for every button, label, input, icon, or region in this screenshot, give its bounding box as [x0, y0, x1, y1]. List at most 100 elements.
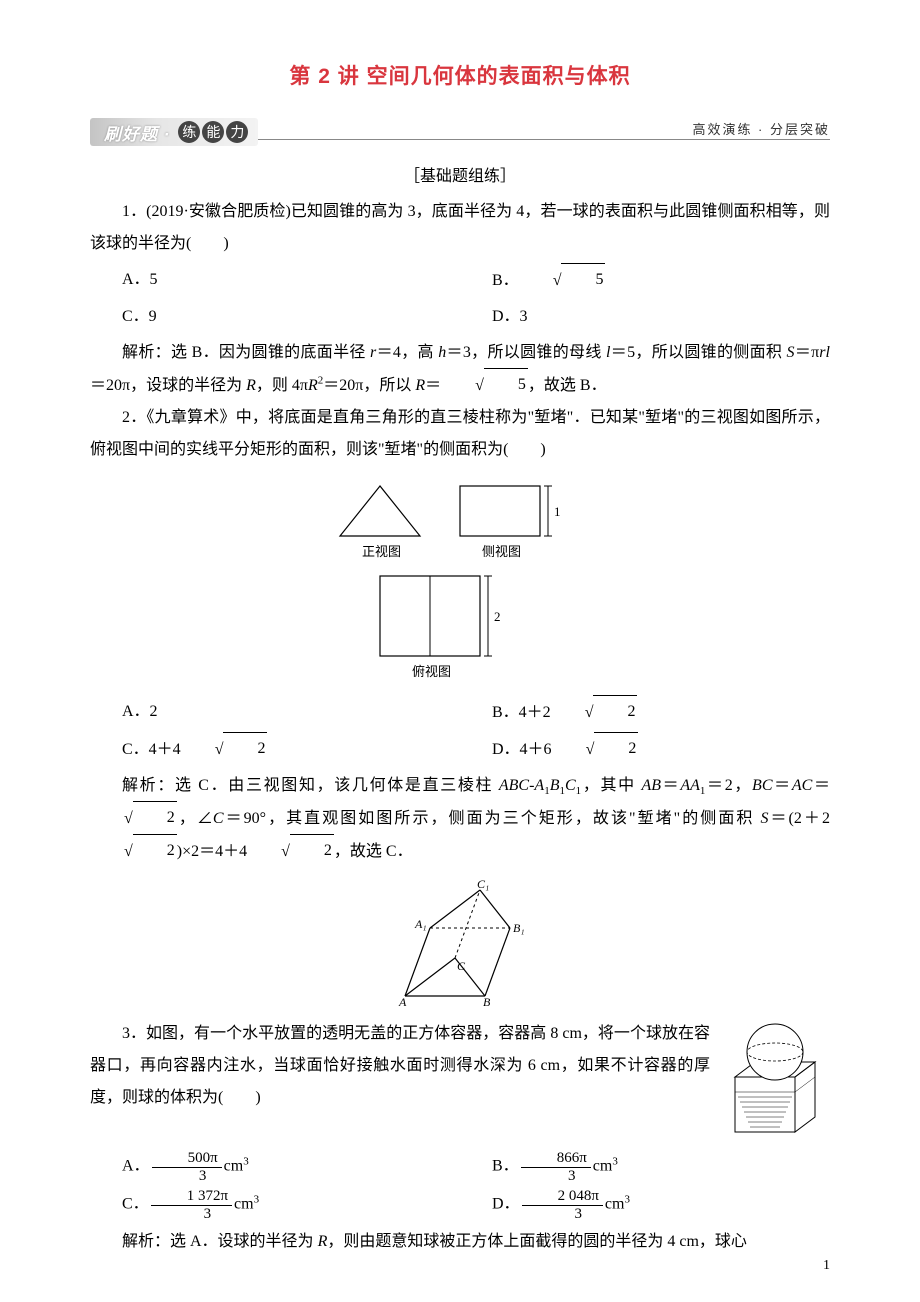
sup-3: 3: [624, 1194, 630, 1206]
banner-badge: 练 能 力: [176, 121, 248, 143]
q1-optB-prefix: B．: [492, 272, 519, 289]
sqrt2: 2: [223, 732, 267, 765]
var-l: l: [826, 344, 830, 361]
var: C: [565, 777, 576, 794]
q2-optB: B．4＋22: [460, 696, 830, 729]
num: 1 372π: [151, 1188, 232, 1206]
label-front: 正视图: [362, 544, 401, 559]
banner-left: 刷好题 · 练 能 力: [90, 118, 258, 146]
sqrt2: 2: [594, 732, 638, 765]
svg-text:C₁: C₁: [477, 878, 489, 891]
frac: 2 048π3: [522, 1188, 603, 1222]
t: ＝2，: [705, 777, 752, 794]
t: ＝(2＋2: [768, 810, 830, 827]
q2-optD-prefix: D．4＋6: [492, 741, 552, 758]
q1-optA: A．5: [90, 264, 460, 297]
banner-right: 高效演练 · 分层突破: [692, 119, 830, 138]
sqrt-icon: 2: [90, 802, 177, 835]
sup-3: 3: [254, 1194, 260, 1206]
sqrt-icon: 5: [441, 369, 528, 402]
svg-text:A₁: A₁: [414, 917, 427, 931]
sqrt2: 2: [290, 834, 334, 867]
num: 866π: [521, 1150, 591, 1168]
var: A: [534, 777, 544, 794]
var-R: R: [415, 377, 425, 394]
sup-3: 3: [612, 1156, 618, 1168]
sup-3: 3: [243, 1156, 249, 1168]
q3-optD: D．2 048π3cm3: [460, 1188, 830, 1222]
sqrt-icon: 2: [247, 835, 334, 868]
sqrt2: 2: [133, 834, 177, 867]
banner-left-text: 刷好题 ·: [104, 120, 170, 145]
frac: 1 372π3: [151, 1188, 232, 1222]
t: ，则 4π: [256, 377, 308, 394]
var-R: R: [246, 377, 256, 394]
q2-stem: 2．《九章算术》中，将底面是直角三角形的直三棱柱称为"堑堵"．已知某"堑堵"的三…: [90, 402, 830, 466]
t: ，则由题意知球被正方体上面截得的圆的半径为 4 cm，球心: [327, 1233, 747, 1250]
q1-solution: 解析：选 B．因为圆锥的底面半径 r＝4，高 h＝3，所以圆锥的母线 l＝5，所…: [90, 337, 830, 402]
frac: 866π3: [521, 1150, 591, 1184]
q3-optA: A．500π3cm3: [90, 1150, 460, 1184]
t: ＝4，高: [376, 344, 438, 361]
q1-optB-val: 5: [561, 263, 605, 296]
q3-solution: 解析：选 A．设球的半径为 R，则由题意知球被正方体上面截得的圆的半径为 4 c…: [90, 1226, 830, 1258]
var-R: R: [318, 1233, 328, 1250]
t: 解析：选 A．设球的半径为: [122, 1233, 318, 1250]
page-title: 第 2 讲 空间几何体的表面积与体积: [90, 60, 830, 90]
t: ＝90°，其直观图如图所示，侧面为三个矩形，故该"堑堵"的侧面积: [224, 810, 761, 827]
badge-char-2: 能: [202, 121, 224, 143]
q2-optB-prefix: B．4＋2: [492, 704, 551, 721]
cube-sphere-svg: [720, 1022, 830, 1142]
q1-options-row2: C．9 D．3: [90, 301, 830, 333]
page-number: 1: [823, 1258, 830, 1274]
den: 3: [521, 1168, 591, 1185]
var-S: S: [787, 344, 795, 361]
num: 2 048π: [522, 1188, 603, 1206]
sqrt-icon: 2: [552, 733, 639, 766]
den: 3: [152, 1168, 222, 1185]
q1-optD: D．3: [460, 301, 830, 333]
t: )×2＝4＋4: [177, 843, 247, 860]
num: 500π: [152, 1150, 222, 1168]
banner: 刷好题 · 练 能 力 高效演练 · 分层突破: [90, 118, 830, 148]
q3-options-row1: A．500π3cm3 B．866π3cm3: [90, 1150, 830, 1184]
prism-svg: A B C A₁ B₁ C₁: [375, 878, 545, 1008]
q1-optC: C．9: [90, 301, 460, 333]
t: ＝20π，设球的半径为: [90, 377, 246, 394]
t: ，∠: [177, 810, 213, 827]
var: BC: [752, 777, 772, 794]
q3-block: 3．如图，有一个水平放置的透明无盖的正方体容器，容器高 8 cm，将一个球放在容…: [90, 1018, 830, 1146]
t: ，故选 B．: [528, 377, 607, 394]
q2-three-views: 1 正视图 侧视图 2 俯视图: [90, 476, 830, 686]
q2-prism-figure: A B C A₁ B₁ C₁: [90, 878, 830, 1008]
three-view-svg: 1 正视图 侧视图 2 俯视图: [320, 476, 600, 686]
var: AB: [641, 777, 661, 794]
var: AA: [680, 777, 700, 794]
svg-text:2: 2: [494, 609, 501, 624]
unit: cm: [234, 1196, 254, 1213]
t: ＝π: [795, 344, 820, 361]
t: ＝20π，所以: [323, 377, 415, 394]
t: ＝: [812, 777, 830, 794]
svg-text:C: C: [457, 959, 466, 973]
badge-char-3: 力: [226, 121, 248, 143]
var: AC: [792, 777, 812, 794]
t: ，故选 C．: [334, 843, 413, 860]
var-h: h: [438, 344, 446, 361]
label-side: 侧视图: [482, 544, 521, 559]
den: 3: [522, 1206, 603, 1223]
svg-text:B₁: B₁: [513, 921, 525, 935]
sqrt2: 2: [133, 801, 177, 834]
svg-text:1: 1: [554, 504, 561, 519]
t: 解析：选 B．因为圆锥的底面半径: [122, 344, 370, 361]
q2-optC-prefix: C．4＋4: [122, 741, 181, 758]
t: 解析：选 C．由三视图知，该几何体是直三棱柱: [122, 777, 499, 794]
t: ＝3，所以圆锥的母线: [446, 344, 606, 361]
q2-optA: A．2: [90, 696, 460, 729]
unit: cm: [224, 1158, 244, 1175]
q1-optB: B． 5: [460, 264, 830, 297]
unit: cm: [593, 1158, 613, 1175]
t: ＝: [425, 377, 441, 394]
q3-stem: 3．如图，有一个水平放置的透明无盖的正方体容器，容器高 8 cm，将一个球放在容…: [90, 1018, 830, 1114]
unit: cm: [605, 1196, 625, 1213]
